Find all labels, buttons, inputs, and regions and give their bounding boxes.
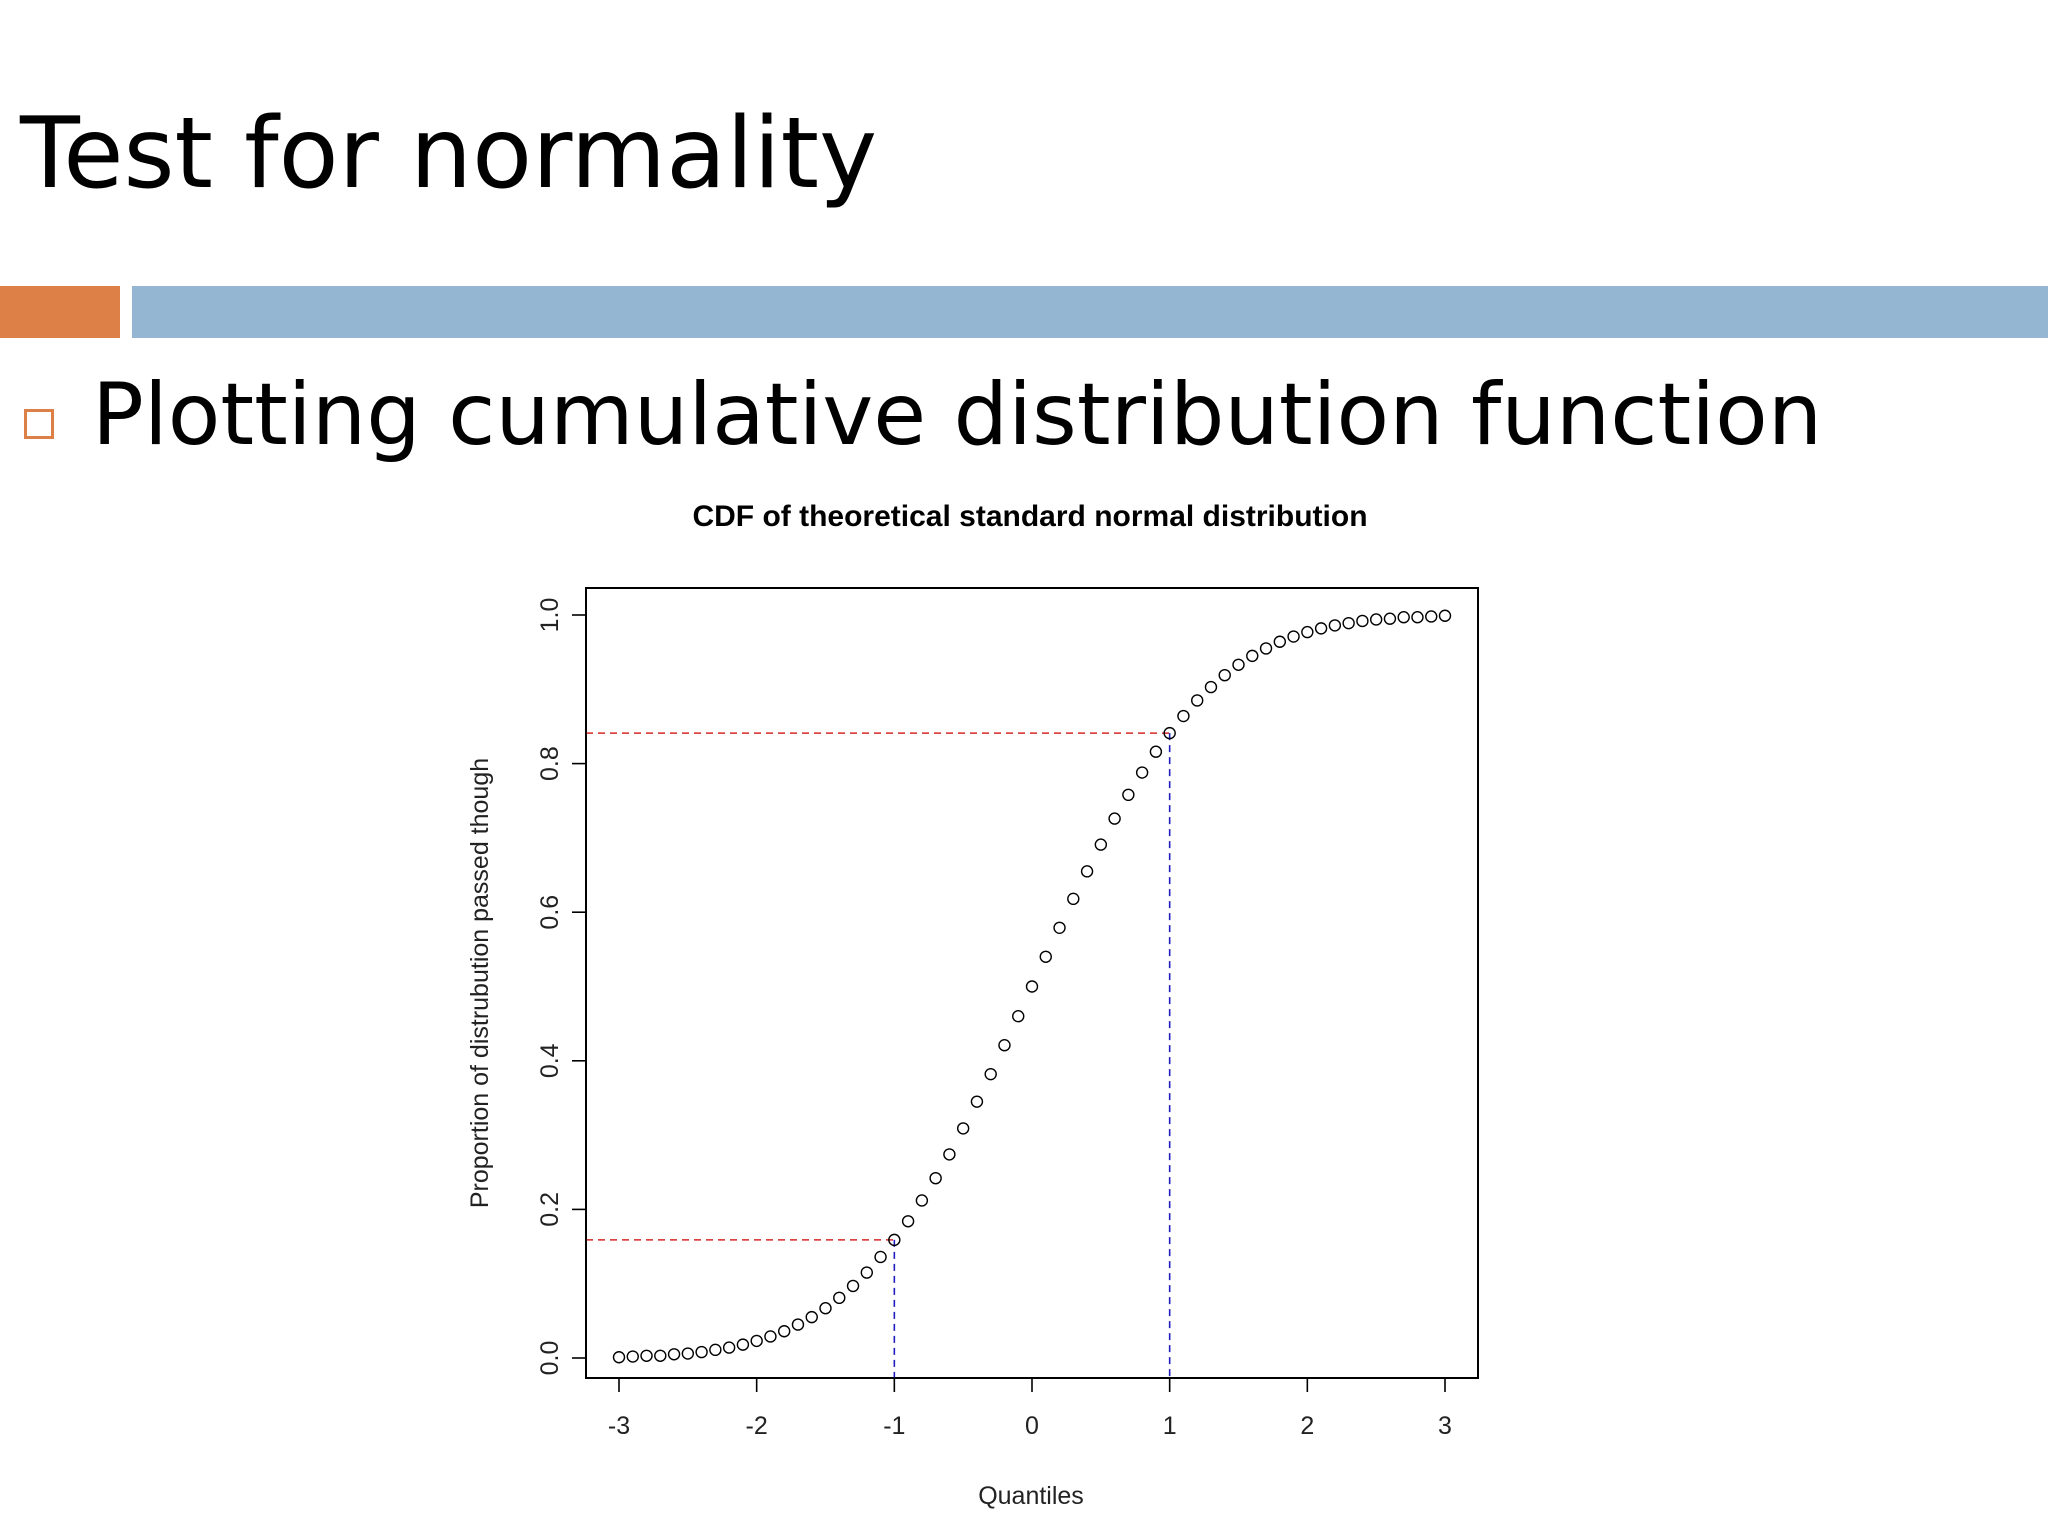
data-point [1039,950,1052,963]
slide-title: Test for normality [20,97,878,211]
x-tick-label: 1 [1163,1412,1177,1440]
data-point [1204,680,1218,694]
data-point [901,1215,915,1228]
data-point [654,1349,667,1362]
data-point [1383,612,1397,625]
data-point [998,1038,1011,1052]
x-tick-label: -1 [883,1412,905,1440]
accent-bar-blue [132,286,2048,338]
data-point [1191,694,1204,707]
data-point [805,1310,818,1324]
data-point [695,1345,708,1359]
data-point [667,1348,681,1361]
x-axis-label: Quantiles [978,1482,1084,1510]
data-point [722,1341,736,1354]
data-point [1012,1010,1025,1023]
bullet-item: Plotting cumulative distribution functio… [24,368,1822,463]
data-point [1301,625,1314,639]
x-tick-label: 3 [1438,1412,1452,1440]
data-point [1397,611,1410,624]
data-point [626,1350,639,1363]
data-point [929,1171,942,1185]
data-points [612,609,1452,1364]
data-point [1438,609,1452,622]
bullet-square-icon [24,409,54,440]
data-point [1218,668,1231,682]
data-point [1342,616,1355,630]
data-point [709,1343,722,1357]
data-point [764,1330,777,1343]
y-tick-label: 0.4 [536,1043,564,1078]
data-point [1232,658,1245,671]
data-point [750,1334,763,1348]
data-point [1108,812,1121,825]
reference-lines [586,732,1171,1378]
data-point [1246,649,1259,663]
data-point [888,1233,901,1247]
data-point [612,1351,626,1364]
y-tick-label: 1.0 [536,598,564,633]
data-point [970,1095,984,1108]
data-point [1328,619,1342,632]
x-tick-label: 0 [1025,1412,1039,1440]
y-axis-label: Proportion of distrubution passed though [466,758,494,1208]
data-point [1425,610,1438,623]
data-point [1080,865,1094,878]
data-point [1259,642,1273,655]
data-point [791,1318,805,1331]
data-point [1314,622,1328,635]
data-point [1067,892,1080,906]
data-point [860,1266,873,1279]
data-point [736,1338,750,1351]
y-tick-label: 0.6 [536,895,564,930]
bullet-text: Plotting cumulative distribution functio… [92,365,1823,465]
y-tick-label: 0.2 [536,1192,564,1227]
data-point [819,1302,832,1315]
chart-title: CDF of theoretical standard normal distr… [692,500,1367,533]
data-point [681,1347,695,1360]
x-axis: -3 -2 -1 0 1 2 3 [608,1377,1452,1440]
x-tick-label: -3 [608,1412,630,1440]
x-tick-label: -2 [746,1412,768,1440]
data-point [943,1148,956,1161]
data-point [984,1067,997,1081]
y-tick-label: 0.0 [536,1341,564,1376]
data-point [1273,635,1286,648]
data-point [833,1291,846,1305]
data-point [1094,838,1108,851]
y-axis: 0.0 0.2 0.4 0.6 0.8 1.0 [536,598,587,1376]
accent-bar-orange [0,286,120,338]
data-point [1053,921,1066,935]
data-point [1356,614,1369,628]
data-point [1163,726,1176,740]
data-point [640,1349,653,1362]
data-point [1287,630,1300,643]
data-point [1149,745,1163,758]
cdf-chart: CDF of theoretical standard normal distr… [466,500,1479,1510]
data-point [778,1325,791,1338]
data-point [915,1194,929,1207]
y-tick-label: 0.8 [536,746,564,781]
x-tick-label: 2 [1300,1412,1314,1440]
data-point [956,1122,970,1135]
data-point [846,1279,860,1293]
data-point [1177,709,1190,723]
data-point [874,1250,887,1264]
data-point [1135,766,1149,779]
data-point [1369,613,1383,626]
plot-frame [585,587,1479,1379]
data-point [1411,611,1424,624]
data-point [1025,980,1039,993]
data-point [1122,788,1135,802]
